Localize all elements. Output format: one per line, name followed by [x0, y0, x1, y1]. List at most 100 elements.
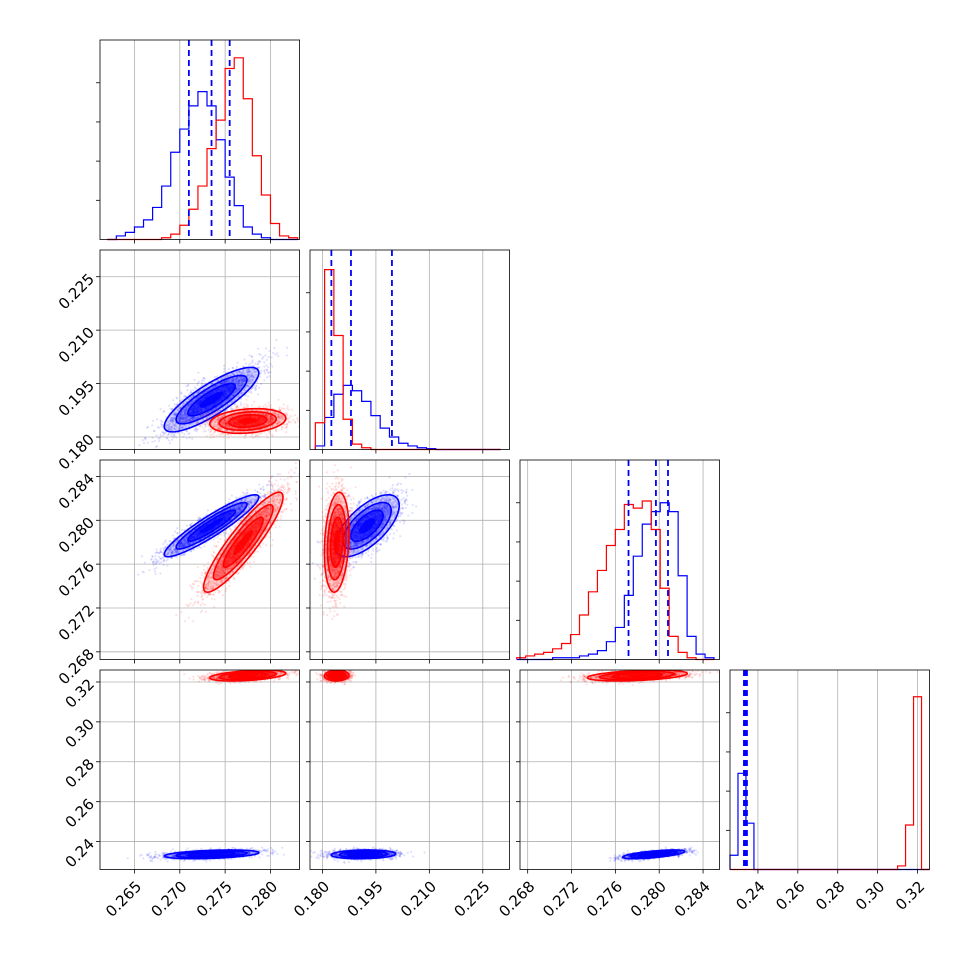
scatter-point: [181, 432, 183, 434]
scatter-point: [250, 362, 252, 364]
scatter-point: [185, 437, 187, 439]
scatter-point: [264, 372, 266, 374]
scatter-point: [219, 435, 221, 437]
scatter-point: [223, 371, 225, 373]
x-tick-label: 0.28: [812, 878, 848, 914]
scatter-point: [252, 359, 254, 361]
scatter-point: [288, 421, 290, 423]
x-tick-label: 0.32: [892, 878, 928, 914]
panel-grid: [100, 460, 300, 660]
scatter-point: [205, 430, 207, 432]
scatter-point: [270, 404, 272, 406]
scatter-point: [258, 387, 260, 389]
scatter-point: [266, 376, 268, 378]
scatter-point: [265, 347, 267, 349]
scatter-point: [254, 363, 256, 365]
hist-series-0: [730, 773, 930, 869]
scatter-point: [273, 347, 275, 349]
scatter-point: [161, 424, 163, 426]
scatter-point: [287, 405, 289, 407]
scatter-point: [240, 402, 242, 404]
scatter-point: [162, 411, 164, 413]
scatter-point: [264, 403, 266, 405]
scatter-point: [266, 406, 268, 408]
x-tick-label: 0.26: [772, 878, 808, 914]
scatter-point: [259, 492, 261, 494]
scatter-point: [196, 428, 198, 430]
scatter-point: [236, 366, 238, 368]
scatter-point: [228, 368, 230, 370]
scatter-point: [164, 432, 166, 434]
scatter-point: [277, 355, 279, 357]
scatter-point: [186, 525, 188, 527]
scatter-point: [246, 406, 248, 408]
scatter-point: [257, 393, 259, 395]
panel-frame: [310, 250, 510, 450]
scatter-point: [206, 435, 208, 437]
scatter-point: [179, 400, 181, 402]
scatter-point: [285, 424, 287, 426]
scatter-point: [175, 424, 177, 426]
scatter-point: [154, 555, 156, 557]
scatter-point: [225, 434, 227, 436]
scatter-point: [253, 401, 255, 403]
scatter-point: [285, 431, 287, 433]
scatter-point: [254, 489, 256, 491]
scatter-point: [155, 446, 157, 448]
scatter-point: [245, 362, 247, 364]
scatter-point: [170, 435, 172, 437]
panel-frame: [520, 460, 720, 660]
scatter-point: [271, 356, 273, 358]
scatter-point: [245, 399, 247, 401]
scatter-point: [209, 436, 211, 438]
scatter-point: [169, 408, 171, 410]
scatter-point: [154, 570, 156, 572]
scatter-point: [168, 433, 170, 435]
scatter-point: [153, 430, 155, 432]
scatter-point: [206, 418, 208, 420]
scatter-point: [268, 350, 270, 352]
scatter-point: [269, 363, 271, 365]
scatter-point: [180, 392, 182, 394]
scatter-point: [184, 395, 186, 397]
scatter-point: [290, 421, 292, 423]
scatter-point: [216, 434, 218, 436]
scatter-point: [208, 418, 210, 420]
scatter-point: [254, 436, 256, 438]
scatter-point: [198, 424, 200, 426]
hist-series-1: [107, 58, 297, 240]
scatter-point: [186, 389, 188, 391]
scatter-point: [223, 436, 225, 438]
scatter-point: [260, 354, 262, 356]
scatter-point: [264, 355, 266, 357]
scatter-point: [159, 433, 161, 435]
scatter-point: [173, 403, 175, 405]
scatter-point: [236, 362, 238, 364]
scatter-point: [190, 389, 192, 391]
scatter-point: [162, 560, 164, 562]
scatter-point: [175, 397, 177, 399]
scatter-point: [268, 375, 270, 377]
scatter-point: [150, 451, 152, 453]
scatter-point: [281, 428, 283, 430]
scatter-point: [151, 424, 153, 426]
scatter-point: [192, 419, 194, 421]
scatter-point: [151, 437, 153, 439]
scatter-point: [247, 395, 249, 397]
scatter-point: [163, 558, 165, 560]
scatter-point: [153, 568, 155, 570]
panel-grid: [134, 40, 270, 240]
scatter-point: [155, 567, 157, 569]
scatter-point: [231, 367, 233, 369]
scatter-point: [188, 437, 190, 439]
scatter-point: [281, 407, 283, 409]
scatter-point: [227, 434, 229, 436]
scatter-point: [156, 418, 158, 420]
scatter-point: [215, 411, 217, 413]
scatter-point: [268, 356, 270, 358]
scatter-point: [258, 405, 260, 407]
scatter-point: [150, 558, 152, 560]
panel-grid: [758, 670, 918, 870]
scatter-point: [231, 405, 233, 407]
scatter-point: [265, 434, 267, 436]
